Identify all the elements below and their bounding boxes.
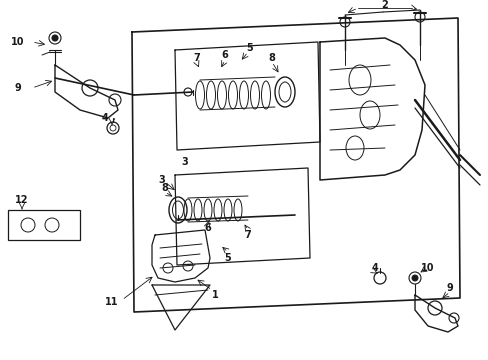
- Text: 6: 6: [204, 223, 211, 233]
- Text: 8: 8: [161, 183, 168, 193]
- Text: 5: 5: [246, 43, 253, 53]
- Bar: [8, 210, 80, 240]
- Text: 2: 2: [381, 0, 387, 10]
- Ellipse shape: [411, 275, 417, 281]
- Text: 4: 4: [102, 113, 108, 123]
- Text: 10: 10: [11, 37, 25, 47]
- Ellipse shape: [52, 35, 58, 41]
- Text: 10: 10: [420, 263, 434, 273]
- Text: 6: 6: [221, 50, 228, 60]
- Text: 11: 11: [105, 297, 119, 307]
- Text: 3: 3: [158, 175, 165, 185]
- Text: 3: 3: [181, 157, 188, 167]
- Text: 1: 1: [211, 290, 218, 300]
- Text: 8: 8: [268, 53, 275, 63]
- Text: 5: 5: [224, 253, 231, 263]
- Text: 7: 7: [244, 230, 251, 240]
- Text: 7: 7: [193, 53, 200, 63]
- Text: 4: 4: [371, 263, 378, 273]
- Text: 9: 9: [446, 283, 452, 293]
- Text: 9: 9: [15, 83, 21, 93]
- Text: 12: 12: [15, 195, 29, 205]
